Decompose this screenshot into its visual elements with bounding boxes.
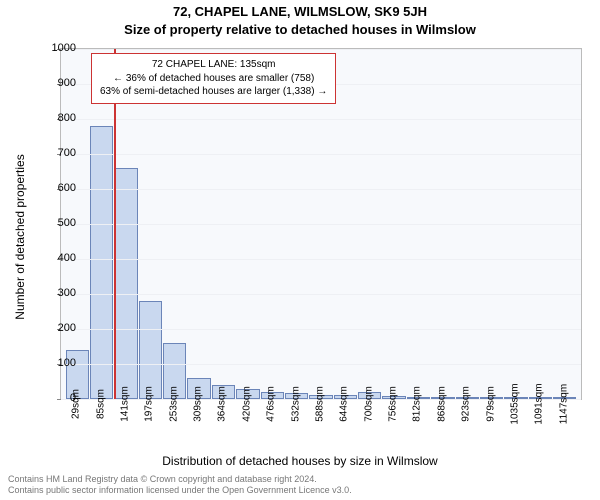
- x-tick-label: 253sqm: [168, 386, 179, 422]
- gridline: [61, 364, 581, 365]
- y-tick-label: 600: [36, 182, 76, 194]
- x-tick-label: 868sqm: [436, 386, 447, 422]
- histogram-plot: 72 CHAPEL LANE: 135sqm← 36% of detached …: [60, 48, 582, 400]
- x-tick: 868sqm: [430, 400, 454, 450]
- page-title-address: 72, CHAPEL LANE, WILMSLOW, SK9 5JH: [0, 4, 600, 19]
- x-tick: 588sqm: [308, 400, 332, 450]
- gridline: [61, 294, 581, 295]
- x-tick: 197sqm: [137, 400, 161, 450]
- gridline: [61, 224, 581, 225]
- y-axis-label: Number of detached properties: [13, 137, 27, 337]
- x-tick: 141sqm: [113, 400, 137, 450]
- footer-line-1: Contains HM Land Registry data © Crown c…: [8, 474, 352, 485]
- x-tick: 1091sqm: [527, 400, 551, 450]
- x-tick-label: 1147sqm: [558, 384, 569, 424]
- x-tick-label: 420sqm: [241, 386, 252, 422]
- x-tick-label: 141sqm: [119, 386, 130, 422]
- y-tick-label: 100: [36, 357, 76, 369]
- x-tick: 979sqm: [478, 400, 502, 450]
- x-tick-label: 979sqm: [485, 386, 496, 422]
- x-tick: 1035sqm: [503, 400, 527, 450]
- x-tick: 420sqm: [235, 400, 259, 450]
- gridline: [61, 329, 581, 330]
- gridline: [61, 119, 581, 120]
- x-tick-label: 476sqm: [266, 386, 277, 422]
- x-tick: 29sqm: [64, 400, 88, 450]
- x-tick: 532sqm: [283, 400, 307, 450]
- x-tick-label: 364sqm: [217, 386, 228, 422]
- x-tick-label: 197sqm: [144, 386, 155, 422]
- y-tick-label: 800: [36, 112, 76, 124]
- y-tick-label: 1000: [36, 42, 76, 54]
- x-tick: 756sqm: [381, 400, 405, 450]
- x-tick-label: 923sqm: [461, 386, 472, 422]
- gridline: [61, 154, 581, 155]
- x-axis-label: Distribution of detached houses by size …: [0, 454, 600, 468]
- marker-text-smaller: ← 36% of detached houses are smaller (75…: [100, 72, 327, 86]
- gridline: [61, 259, 581, 260]
- x-tick: 644sqm: [332, 400, 356, 450]
- histogram-bar: [139, 301, 162, 399]
- x-tick-label: 700sqm: [363, 386, 374, 422]
- x-tick-label: 812sqm: [412, 386, 423, 422]
- x-tick-label: 1035sqm: [509, 383, 520, 424]
- x-tick: 812sqm: [405, 400, 429, 450]
- y-tick-label: 300: [36, 287, 76, 299]
- x-tick-label: 588sqm: [314, 386, 325, 422]
- x-tick-label: 644sqm: [339, 386, 350, 422]
- footer-attribution: Contains HM Land Registry data © Crown c…: [8, 474, 352, 496]
- y-tick-label: 500: [36, 217, 76, 229]
- gridline: [61, 49, 581, 50]
- x-tick-label: 756sqm: [388, 386, 399, 422]
- property-marker-box: 72 CHAPEL LANE: 135sqm← 36% of detached …: [91, 53, 336, 104]
- x-tick: 253sqm: [162, 400, 186, 450]
- histogram-bar: [90, 126, 113, 399]
- x-tick: 364sqm: [210, 400, 234, 450]
- y-tick-label: 700: [36, 147, 76, 159]
- x-tick-label: 309sqm: [193, 386, 204, 422]
- y-tick-label: 900: [36, 77, 76, 89]
- x-tick: 476sqm: [259, 400, 283, 450]
- x-tick: 700sqm: [357, 400, 381, 450]
- y-tick-label: 200: [36, 322, 76, 334]
- x-tick: 309sqm: [186, 400, 210, 450]
- gridline: [61, 189, 581, 190]
- x-tick-label: 532sqm: [290, 386, 301, 422]
- page-title-subtitle: Size of property relative to detached ho…: [0, 22, 600, 37]
- footer-line-2: Contains public sector information licen…: [8, 485, 352, 496]
- x-tick-label: 85sqm: [95, 389, 106, 419]
- x-tick-label: 1091sqm: [534, 383, 545, 424]
- marker-text-property: 72 CHAPEL LANE: 135sqm: [100, 58, 327, 72]
- marker-text-larger: 63% of semi-detached houses are larger (…: [100, 85, 327, 99]
- y-tick-label: 0: [36, 392, 76, 404]
- x-tick: 85sqm: [88, 400, 112, 450]
- y-tick-label: 400: [36, 252, 76, 264]
- x-tick: 1147sqm: [552, 400, 576, 450]
- x-tick: 923sqm: [454, 400, 478, 450]
